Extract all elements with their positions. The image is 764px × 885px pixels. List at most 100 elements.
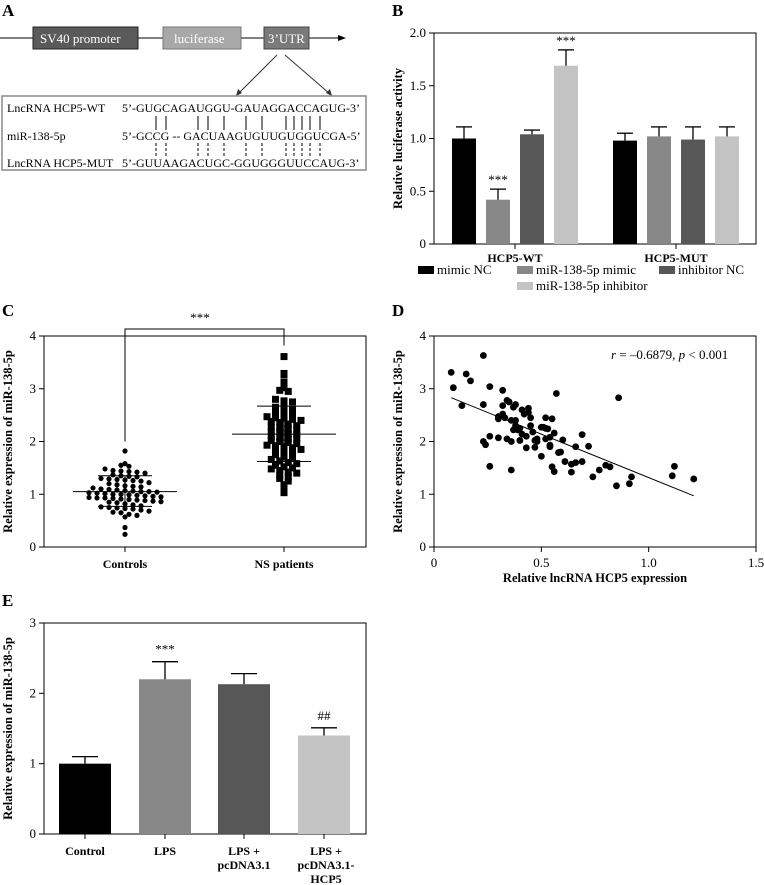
data-point [542, 414, 550, 422]
x-tick-label: LPS [154, 844, 176, 858]
luciferase-box [162, 26, 242, 50]
plot-frame [43, 622, 367, 835]
y-tick-label: 2 [30, 685, 37, 700]
panel-a: A SV40 promoter luciferase 3’UTR LncRNA … [0, 1, 367, 171]
x-tick-label: 0 [431, 555, 438, 570]
data-point [106, 504, 112, 511]
data-point [467, 377, 474, 385]
x-tick-label: LPS + [228, 844, 260, 858]
data-point [561, 458, 569, 465]
data-point [284, 477, 292, 485]
panel-e-chart: 0 1 2 3 Relative expression of miR-138-5p Con… [1, 615, 367, 885]
arrowhead-icon [236, 89, 242, 96]
sv40-label: SV40 promoter [40, 31, 121, 46]
data-point [102, 466, 108, 472]
data-point [276, 467, 284, 475]
data-point [606, 463, 614, 471]
data-point [522, 444, 530, 452]
data-point [537, 452, 545, 460]
bar [613, 140, 637, 244]
bar [681, 139, 705, 244]
trend-line [450, 397, 694, 497]
bar [59, 763, 111, 834]
data-point [458, 402, 466, 410]
data-point [289, 415, 296, 423]
data-point [293, 435, 301, 443]
zoom-arrow-left [237, 54, 278, 95]
arrowhead-icon [326, 89, 332, 96]
data-point [102, 491, 108, 497]
data-point [106, 486, 112, 493]
x-tick-label: 1.0 [641, 555, 657, 570]
data-point [134, 512, 140, 518]
data-point [272, 408, 279, 416]
data-point [126, 463, 132, 469]
data-point [507, 438, 515, 445]
panel-label-a: A [2, 1, 15, 20]
data-point [447, 368, 455, 376]
data-point [263, 441, 271, 449]
data-point [613, 482, 620, 490]
utr-label: 3’UTR [268, 31, 305, 46]
data-point [625, 480, 633, 488]
data-point [280, 397, 288, 405]
data-point [110, 491, 116, 497]
data-point [293, 440, 301, 448]
data-point [126, 468, 132, 475]
data-point [578, 458, 586, 465]
panel-label-b: B [392, 1, 403, 20]
data-point [280, 481, 288, 489]
x-tick-label: Control [65, 844, 105, 858]
y-tick-label: 4 [30, 328, 37, 343]
data-point [293, 422, 301, 430]
data-point [118, 468, 124, 474]
significance-label: *** [155, 642, 175, 657]
data-point [276, 433, 284, 441]
bar [715, 136, 739, 244]
data-point [118, 462, 124, 468]
data-point [284, 387, 292, 395]
data-point [293, 469, 301, 477]
y-tick-label: 1 [30, 756, 37, 771]
data-point [110, 467, 116, 474]
data-point [289, 411, 296, 419]
data-point [284, 434, 292, 442]
x-tick-label: 0.5 [533, 555, 549, 570]
data-point [289, 464, 296, 472]
y-tick-label: 3 [420, 381, 427, 396]
r-symbol: r [611, 347, 617, 362]
bar [218, 684, 270, 834]
bar [298, 735, 350, 834]
data-point [499, 402, 507, 410]
data-point [280, 489, 288, 497]
data-point [589, 473, 597, 481]
y-tick-label: 1.0 [410, 131, 426, 146]
data-point [110, 495, 116, 502]
data-point [293, 431, 301, 439]
panel-label-c: C [2, 301, 14, 320]
y-axis-label: Relative expression of miR-138-5p [391, 350, 405, 533]
data-point [284, 459, 292, 467]
x-axis-label: Relative lncRNA HCP5 expression [503, 571, 687, 585]
data-point [106, 499, 112, 505]
data-point [114, 482, 120, 488]
p-value: < 0.001 [685, 347, 728, 362]
data-point [280, 463, 288, 471]
data-point [272, 395, 279, 403]
x-tick-label: pcDNA3.1 [218, 858, 271, 872]
data-point [280, 384, 288, 392]
data-point [138, 503, 144, 509]
data-point [98, 486, 104, 492]
significance-label: *** [556, 33, 576, 48]
data-point [486, 432, 494, 440]
y-axis-label: Relative expression of miR-138-5p [1, 350, 15, 533]
y-tick-label: 0.5 [410, 183, 426, 198]
data-point [94, 495, 100, 501]
data-point [525, 404, 532, 412]
data-point [106, 476, 112, 482]
data-point [122, 524, 128, 531]
data-point [505, 398, 513, 406]
data-point [272, 442, 279, 450]
data-point [462, 370, 470, 378]
data-point [118, 491, 124, 497]
